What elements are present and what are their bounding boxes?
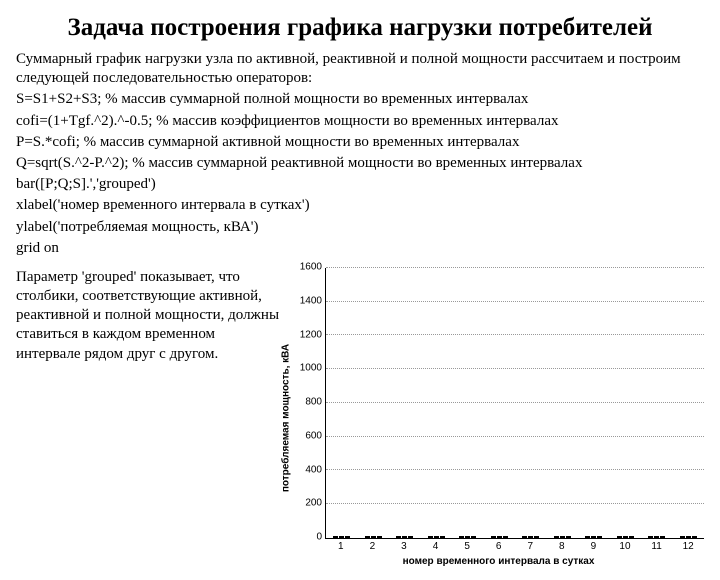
chart-bar-group [421,536,453,538]
chart-bar [377,536,382,538]
chart-xtick: 11 [641,541,673,554]
chart-bar [566,536,571,538]
chart-bar [371,536,376,538]
chart-bar [333,536,338,538]
chart-bar-group [515,536,547,538]
chart-bar [660,536,665,538]
chart-bar [459,536,464,538]
chart-xtick: 9 [578,541,610,554]
chart-bar [408,536,413,538]
code-line-8: grid on [16,239,704,258]
chart-bar [345,536,350,538]
chart-bar [597,536,602,538]
chart-bar [402,536,407,538]
chart-ytick: 800 [305,396,326,409]
code-line-5: bar([P;Q;S].','grouped') [16,175,704,194]
chart-bar-group [578,536,610,538]
chart-xtick: 12 [672,541,704,554]
chart-bar-group [547,536,579,538]
chart-ytick: 200 [305,498,326,511]
page-title: Задача построения графика нагрузки потре… [16,12,704,44]
code-line-6: xlabel('номер временного интервала в сут… [16,196,704,215]
chart-bar [365,536,370,538]
chart-bar-group [389,536,421,538]
chart-bar [692,536,697,538]
chart-xtick: 2 [357,541,389,554]
chart-bar [465,536,470,538]
chart-bar [560,536,565,538]
code-line-2: cofi=(1+Tgf.^2).^-0.5; % массив коэффици… [16,112,704,131]
side-note: Параметр 'grouped' показывает, что столб… [16,268,293,569]
chart-xtick: 3 [388,541,420,554]
code-line-3: P=S.*cofi; % массив суммарной активной м… [16,133,704,152]
chart-ytick: 0 [316,531,326,544]
chart-bar-group [641,536,673,538]
chart-bar [440,536,445,538]
chart-bar [623,536,628,538]
chart-xlabel: номер временного интервала в сутках [293,556,704,569]
chart-ytick: 1200 [300,329,326,342]
chart-bar [503,536,508,538]
chart-bar [534,536,539,538]
chart-xtick: 5 [451,541,483,554]
chart-bar-group [484,536,516,538]
chart-bar-group [452,536,484,538]
chart-bar [522,536,527,538]
chart-xtick: 10 [609,541,641,554]
chart-ylabel: потребляемая мощность, кВА [281,344,294,492]
chart-xtick: 6 [483,541,515,554]
chart-ytick: 1400 [300,295,326,308]
chart-bar-group [358,536,390,538]
chart-xtick: 4 [420,541,452,554]
chart-bar [497,536,502,538]
chart-bar [585,536,590,538]
chart-bar [396,536,401,538]
chart-bar [617,536,622,538]
chart-bar [339,536,344,538]
code-line-1: S=S1+S2+S3; % массив суммарной полной мо… [16,90,704,109]
chart-bar [491,536,496,538]
chart-bar [428,536,433,538]
chart-bar [648,536,653,538]
intro-text: Суммарный график нагрузки узла по активн… [16,50,704,88]
chart-bar-group [326,536,358,538]
chart-bar [654,536,659,538]
chart-bar [629,536,634,538]
chart-bar [528,536,533,538]
chart-ytick: 1600 [300,261,326,274]
chart-bar [680,536,685,538]
chart-bar-group [610,536,642,538]
chart-ytick: 1000 [300,363,326,376]
chart-xtick: 8 [546,541,578,554]
code-line-4: Q=sqrt(S.^2-P.^2); % массив суммарной ре… [16,154,704,173]
chart-bar [554,536,559,538]
chart-xtick: 7 [514,541,546,554]
chart-ytick: 600 [305,430,326,443]
chart-bar [591,536,596,538]
code-line-7: ylabel('потребляемая мощность, кВА') [16,218,704,237]
chart-bar-group [673,536,705,538]
chart-bar [471,536,476,538]
chart-bar [434,536,439,538]
chart-xtick: 1 [325,541,357,554]
chart-ytick: 400 [305,464,326,477]
chart-bar [686,536,691,538]
load-chart: потребляемая мощность, кВА 0200400600800… [293,268,704,569]
